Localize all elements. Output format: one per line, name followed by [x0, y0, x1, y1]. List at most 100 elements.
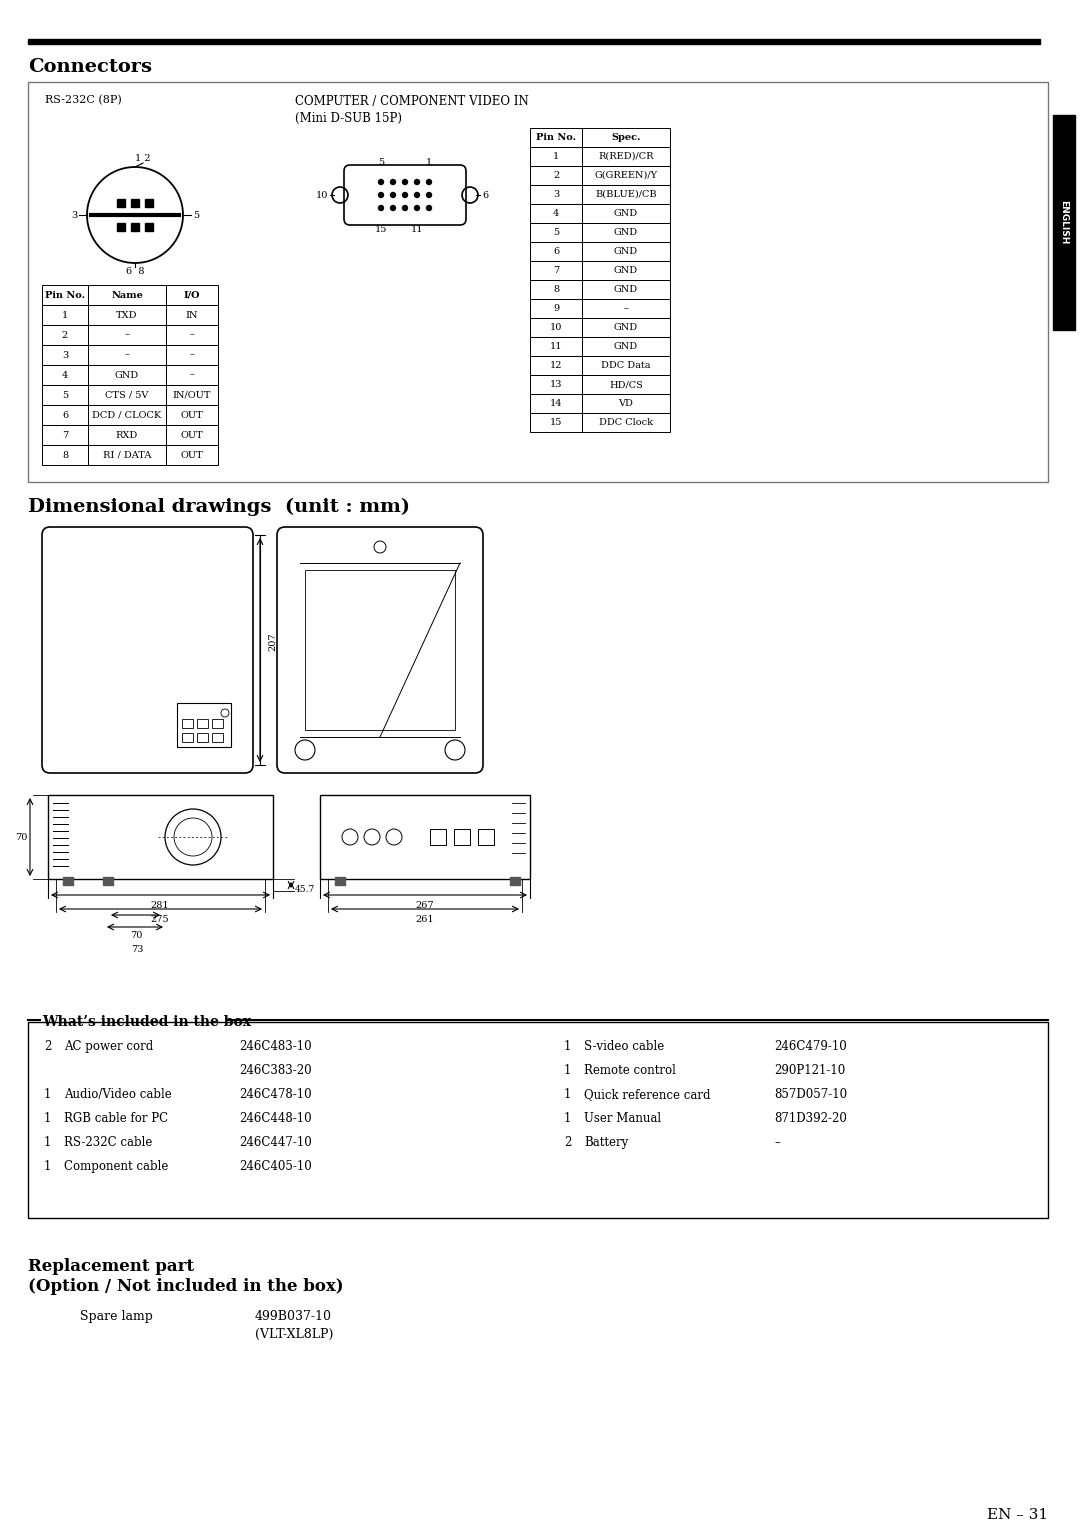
Text: TXD: TXD: [117, 310, 138, 319]
Text: –: –: [124, 350, 130, 359]
Bar: [582, 128, 670, 147]
Text: 499B037-10: 499B037-10: [255, 1309, 332, 1323]
Bar: [166, 405, 218, 425]
Text: 11: 11: [410, 225, 423, 234]
Circle shape: [403, 179, 407, 185]
Text: RS-232C cable: RS-232C cable: [64, 1135, 152, 1149]
Bar: [87, 325, 166, 345]
Text: What’s included in the box: What’s included in the box: [42, 1015, 251, 1028]
Text: 10: 10: [550, 322, 563, 332]
Bar: [530, 185, 582, 205]
Bar: [63, 877, 73, 885]
Text: 1: 1: [44, 1160, 52, 1174]
Text: 15: 15: [375, 225, 388, 234]
Bar: [117, 199, 125, 206]
Bar: [131, 199, 139, 206]
Circle shape: [415, 205, 419, 211]
Text: 207: 207: [268, 633, 276, 651]
Text: 45.7: 45.7: [295, 885, 315, 894]
Text: ENGLISH: ENGLISH: [1059, 200, 1068, 244]
Text: G(GREEN)/Y: G(GREEN)/Y: [594, 171, 658, 180]
Bar: [510, 877, 519, 885]
Bar: [42, 345, 87, 365]
Bar: [582, 147, 670, 167]
Bar: [42, 306, 87, 325]
Text: DDC Clock: DDC Clock: [599, 419, 653, 426]
Text: DDC Data: DDC Data: [602, 361, 651, 370]
Text: Pin No.: Pin No.: [536, 133, 576, 142]
Text: R(RED)/CR: R(RED)/CR: [598, 151, 653, 160]
Bar: [166, 385, 218, 405]
Text: Connectors: Connectors: [28, 58, 152, 76]
Bar: [166, 425, 218, 445]
Bar: [582, 261, 670, 280]
Bar: [212, 733, 222, 743]
Circle shape: [391, 179, 395, 185]
Bar: [530, 356, 582, 374]
Bar: [478, 830, 494, 845]
Bar: [582, 318, 670, 338]
Text: 261: 261: [416, 915, 434, 924]
Circle shape: [427, 205, 432, 211]
Text: 246C479-10: 246C479-10: [774, 1041, 847, 1053]
Text: 1: 1: [44, 1088, 52, 1102]
Bar: [87, 365, 166, 385]
Text: GND: GND: [114, 370, 139, 379]
Text: 12: 12: [550, 361, 563, 370]
Bar: [530, 299, 582, 318]
Text: 4: 4: [553, 209, 559, 219]
Text: 7: 7: [62, 431, 68, 440]
Bar: [197, 720, 208, 727]
Text: 5: 5: [193, 211, 199, 220]
Bar: [454, 830, 470, 845]
Text: VD: VD: [619, 399, 634, 408]
Text: 13: 13: [550, 380, 563, 390]
Bar: [530, 394, 582, 413]
Text: IN/OUT: IN/OUT: [173, 391, 212, 399]
Text: Quick reference card: Quick reference card: [584, 1088, 711, 1102]
Bar: [42, 325, 87, 345]
Bar: [28, 40, 1040, 44]
Bar: [335, 877, 345, 885]
Bar: [117, 223, 125, 231]
Text: RS-232C (8P): RS-232C (8P): [45, 95, 122, 105]
Text: 70: 70: [15, 833, 27, 842]
Bar: [87, 425, 166, 445]
Text: 73: 73: [131, 944, 144, 953]
Text: Battery: Battery: [584, 1135, 629, 1149]
Text: 3: 3: [62, 350, 68, 359]
Bar: [582, 394, 670, 413]
Bar: [530, 128, 582, 147]
Text: 5: 5: [62, 391, 68, 399]
Text: 246C483-10: 246C483-10: [239, 1041, 312, 1053]
Text: IN: IN: [186, 310, 199, 319]
Bar: [166, 345, 218, 365]
Text: (VLT-XL8LP): (VLT-XL8LP): [255, 1328, 334, 1342]
Bar: [582, 356, 670, 374]
Bar: [42, 385, 87, 405]
Text: OUT: OUT: [180, 451, 203, 460]
Text: HD/CS: HD/CS: [609, 380, 643, 390]
Text: S-video cable: S-video cable: [584, 1041, 664, 1053]
Bar: [582, 299, 670, 318]
Bar: [87, 306, 166, 325]
Text: AC power cord: AC power cord: [64, 1041, 153, 1053]
Text: Spec.: Spec.: [611, 133, 640, 142]
Bar: [87, 345, 166, 365]
Bar: [530, 223, 582, 241]
Bar: [42, 445, 87, 465]
Text: Replacement part: Replacement part: [28, 1258, 194, 1274]
Bar: [145, 199, 153, 206]
Bar: [166, 286, 218, 306]
Bar: [42, 425, 87, 445]
Bar: [582, 167, 670, 185]
Bar: [320, 795, 530, 879]
Bar: [582, 280, 670, 299]
Bar: [87, 445, 166, 465]
Bar: [582, 374, 670, 394]
Text: 1: 1: [44, 1112, 52, 1125]
Circle shape: [415, 193, 419, 197]
Bar: [131, 223, 139, 231]
Text: –: –: [774, 1135, 780, 1149]
Text: 6: 6: [62, 411, 68, 420]
